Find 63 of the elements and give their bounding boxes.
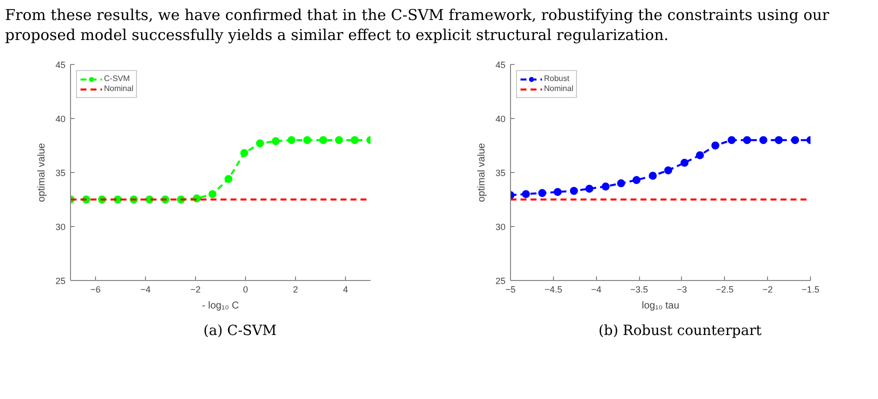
x-tick-label: 0 bbox=[242, 284, 248, 294]
x-tick-label: 4 bbox=[342, 284, 348, 294]
y-tick-label: 25 bbox=[495, 276, 506, 286]
point bbox=[680, 158, 688, 166]
point bbox=[728, 136, 736, 144]
point bbox=[570, 186, 578, 194]
point bbox=[759, 136, 768, 144]
y-tick-label: 45 bbox=[55, 60, 66, 70]
text: (a) C-SVM bbox=[203, 322, 277, 340]
point bbox=[648, 171, 657, 180]
legend-label: Nominal bbox=[104, 84, 134, 94]
point bbox=[350, 136, 359, 144]
point bbox=[335, 136, 343, 144]
point bbox=[208, 190, 216, 198]
y-tick-label: 35 bbox=[55, 168, 66, 178]
x-tick-label: 2 bbox=[292, 284, 298, 294]
point bbox=[585, 184, 594, 192]
point bbox=[617, 178, 626, 187]
point bbox=[522, 190, 530, 198]
x-tick-label: −4 bbox=[591, 284, 602, 294]
x-axis-title: log₁₀ tau bbox=[642, 300, 680, 311]
text: From these results, we have confirmed that in the C-SVM framework, robustifying the constraints using our proposed model successfully yields a similar effect to explicit structural regularization. bbox=[5, 5, 830, 46]
y-tick-label: 25 bbox=[55, 276, 66, 286]
x-tick-label: −3.5 bbox=[630, 284, 648, 294]
y-tick-label: 30 bbox=[55, 222, 66, 232]
y-tick-label: 45 bbox=[495, 60, 506, 70]
point bbox=[774, 136, 783, 144]
x-tick-label: −4.5 bbox=[544, 284, 562, 294]
legend-label: C-SVM bbox=[104, 74, 130, 84]
point bbox=[538, 188, 546, 197]
x-tick-label: −1.5 bbox=[802, 284, 820, 294]
point bbox=[711, 141, 720, 149]
y-tick-label: 35 bbox=[495, 168, 506, 178]
y-tick-label: 40 bbox=[495, 114, 506, 124]
point bbox=[288, 136, 296, 144]
y-axis-title: optimal value bbox=[36, 142, 48, 202]
text: (b) Robust counterpart bbox=[598, 322, 762, 340]
legend-label: Nominal bbox=[544, 84, 574, 94]
point bbox=[602, 182, 610, 190]
x-tick-label: −2 bbox=[190, 284, 201, 294]
point bbox=[319, 136, 328, 144]
x-tick-label: −3 bbox=[676, 284, 688, 294]
x-axis-title: - log₁₀ C bbox=[202, 300, 239, 311]
point bbox=[791, 136, 800, 144]
point bbox=[632, 176, 640, 184]
x-tick-label: −2.5 bbox=[716, 284, 734, 294]
legend-label: Robust bbox=[544, 74, 570, 84]
point bbox=[664, 166, 672, 174]
y-axis-title: optimal value bbox=[476, 142, 488, 202]
x-tick-label: −4 bbox=[140, 284, 151, 294]
y-tick-label: 40 bbox=[55, 114, 66, 124]
point bbox=[240, 148, 248, 157]
y-tick-label: 30 bbox=[495, 222, 506, 232]
point bbox=[224, 174, 232, 182]
point bbox=[743, 136, 752, 144]
point bbox=[554, 187, 562, 196]
x-tick-label: −5 bbox=[505, 284, 516, 294]
point bbox=[696, 150, 704, 159]
point bbox=[256, 138, 264, 147]
point bbox=[272, 136, 280, 145]
x-tick-label: −2 bbox=[762, 284, 773, 294]
x-tick-label: −6 bbox=[90, 284, 101, 294]
point bbox=[303, 136, 312, 144]
